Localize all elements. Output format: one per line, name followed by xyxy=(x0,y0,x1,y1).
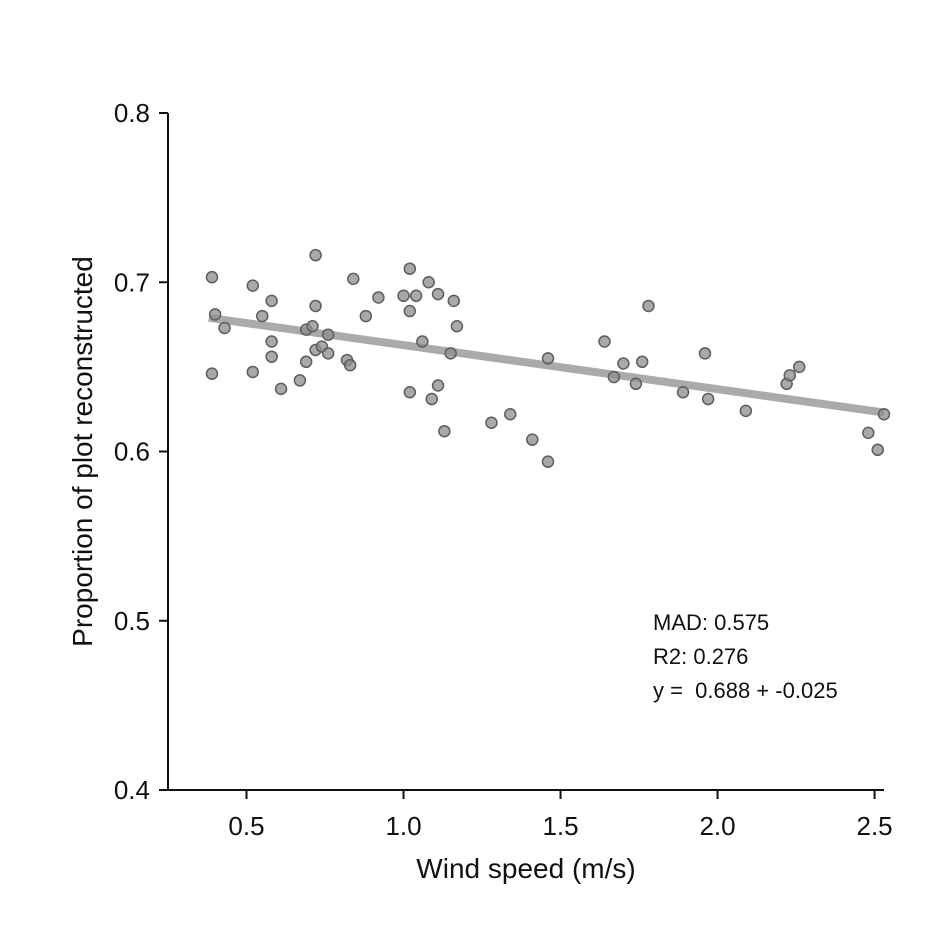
data-point xyxy=(425,392,439,406)
data-point xyxy=(739,404,753,418)
annotation-r2: R2: 0.276 xyxy=(653,644,748,669)
regression-line xyxy=(208,313,885,417)
y-axis-title: Proportion of plot reconstructed xyxy=(67,256,98,647)
data-point xyxy=(321,347,335,360)
x-tick-label: 0.5 xyxy=(228,811,264,841)
annotation-mad: MAD: 0.575 xyxy=(653,610,769,635)
data-point xyxy=(422,276,435,289)
data-points-layer xyxy=(205,248,891,468)
data-point xyxy=(274,382,288,396)
data-point xyxy=(783,369,797,382)
data-point xyxy=(397,289,410,303)
data-point xyxy=(877,408,891,421)
data-point xyxy=(526,433,539,446)
data-point xyxy=(635,355,649,369)
data-point xyxy=(343,358,357,372)
data-point xyxy=(629,377,643,391)
data-point xyxy=(431,287,445,301)
x-axis-title: Wind speed (m/s) xyxy=(416,853,635,884)
x-tick-label: 1.5 xyxy=(542,811,578,841)
data-point xyxy=(403,386,417,399)
data-point xyxy=(450,320,464,333)
data-point xyxy=(598,335,611,348)
data-point xyxy=(871,443,884,457)
data-point xyxy=(438,424,451,438)
data-point xyxy=(347,272,360,286)
data-point xyxy=(541,352,555,365)
data-point xyxy=(205,270,219,284)
data-point xyxy=(676,386,690,399)
data-point xyxy=(431,379,445,392)
data-point xyxy=(444,347,457,360)
x-tick-label: 2.5 xyxy=(857,811,893,841)
x-tick-label: 1.0 xyxy=(385,811,421,841)
data-point xyxy=(698,347,712,360)
data-point xyxy=(218,321,231,335)
data-point xyxy=(293,374,307,387)
data-point xyxy=(255,309,269,323)
y-axis-ticks: 0.4 0.5 0.6 0.7 0.8 xyxy=(114,98,168,805)
data-point xyxy=(309,248,322,262)
data-point xyxy=(792,360,806,374)
data-point xyxy=(403,304,417,318)
regression-line-layer xyxy=(208,313,885,417)
data-point xyxy=(246,365,260,379)
data-point xyxy=(701,392,715,406)
x-tick-label: 2.0 xyxy=(699,811,735,841)
data-point xyxy=(265,350,278,363)
data-point xyxy=(265,294,278,308)
data-point xyxy=(306,320,319,333)
data-point xyxy=(409,289,423,303)
data-point xyxy=(309,299,322,313)
data-point xyxy=(208,308,222,321)
data-point xyxy=(617,357,630,370)
y-tick-label: 0.7 xyxy=(114,267,150,297)
data-point xyxy=(372,291,385,304)
data-point xyxy=(862,426,875,440)
data-point xyxy=(485,416,498,429)
annotation-equation: y = 0.688 + -0.025 xyxy=(653,678,838,703)
data-point xyxy=(299,355,313,369)
data-point xyxy=(607,370,621,384)
data-point xyxy=(447,294,461,308)
y-tick-label: 0.6 xyxy=(114,437,150,467)
data-point xyxy=(246,279,260,292)
data-point xyxy=(321,328,335,341)
data-point xyxy=(265,335,278,348)
data-point xyxy=(205,367,219,380)
data-point xyxy=(504,408,517,421)
x-axis-ticks: 0.5 1.0 1.5 2.0 2.5 xyxy=(228,790,893,841)
y-tick-label: 0.4 xyxy=(114,775,150,805)
data-point xyxy=(541,455,555,468)
data-point xyxy=(642,299,655,313)
data-point xyxy=(416,335,429,348)
data-point xyxy=(403,262,417,275)
data-point xyxy=(359,309,373,323)
y-tick-label: 0.5 xyxy=(114,606,150,636)
stats-annotation: MAD: 0.575 R2: 0.276 y = 0.688 + -0.025 xyxy=(653,610,838,703)
y-tick-label: 0.8 xyxy=(114,98,150,128)
